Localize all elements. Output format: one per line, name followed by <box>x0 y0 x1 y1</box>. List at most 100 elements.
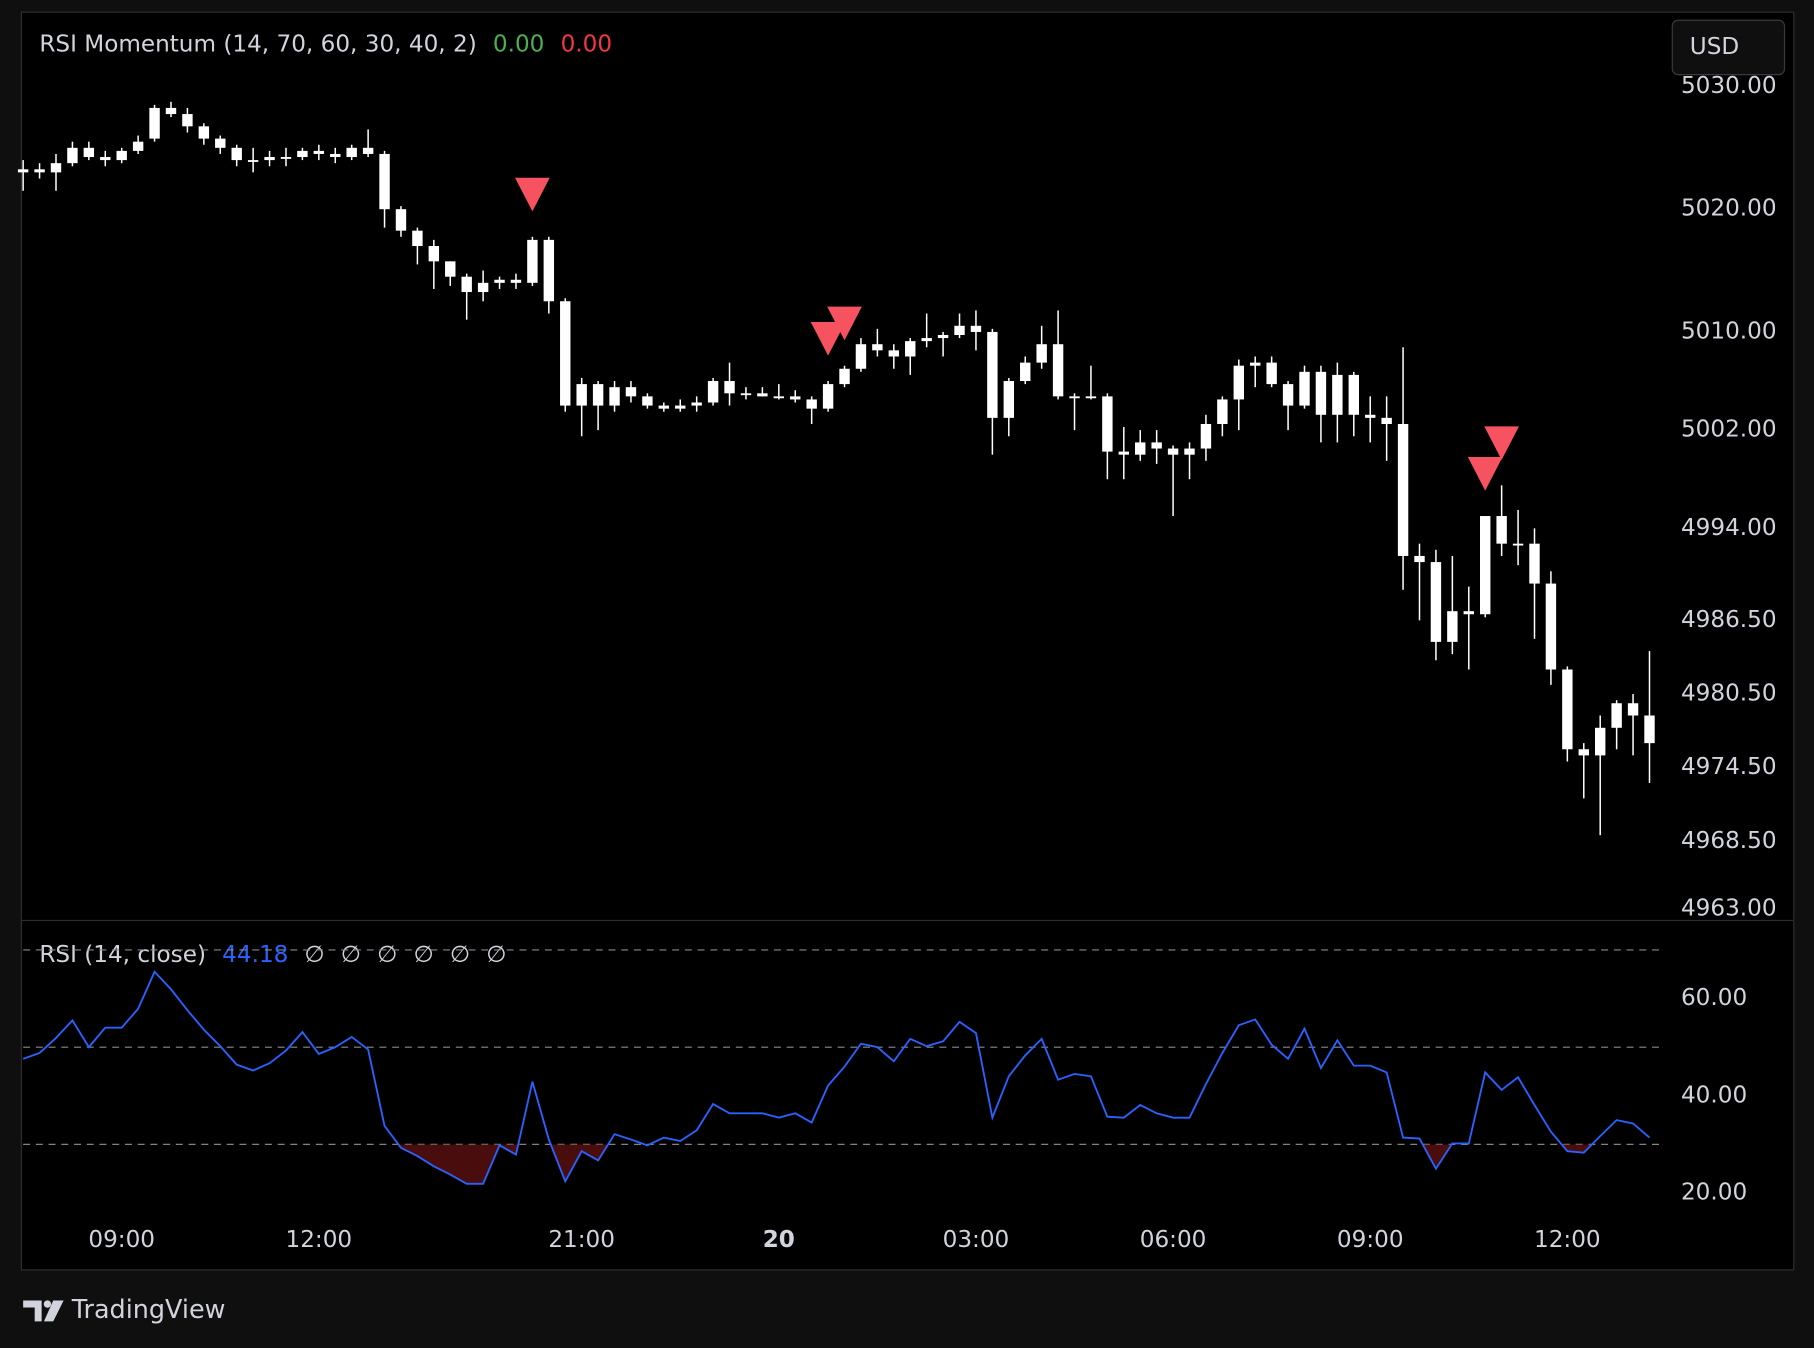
candle-body <box>215 138 226 148</box>
candle-body <box>1644 715 1655 744</box>
candle-body <box>1167 448 1179 455</box>
indicator-title: RSI (14, close) <box>39 942 206 968</box>
candle-body <box>1069 396 1080 399</box>
x-tick-label: 12:00 <box>1534 1227 1601 1253</box>
candle-body <box>1578 749 1589 756</box>
candle-body <box>1315 371 1327 415</box>
candle-body <box>707 381 719 403</box>
candle-body <box>1184 448 1195 455</box>
candle-body <box>1266 362 1277 385</box>
candle-body <box>83 147 95 158</box>
candle-body <box>1282 384 1294 406</box>
sell-signal <box>827 306 862 341</box>
plot-layer: RSI Momentum (14, 70, 60, 30, 40, 2) 0.00… <box>17 32 1777 1253</box>
candle-body <box>806 399 817 409</box>
candle-body <box>264 157 275 161</box>
y-tick-label: 5020.00 <box>1681 196 1777 222</box>
candle-body <box>642 396 653 406</box>
indicator-value: 0.00 <box>493 32 544 58</box>
candle-body <box>970 325 982 332</box>
candle-body <box>165 107 177 115</box>
x-tick-label: 12:00 <box>286 1227 353 1253</box>
x-tick-label: 21:00 <box>548 1227 615 1253</box>
candle-body <box>576 384 587 406</box>
candle-body <box>1381 417 1392 424</box>
indicator-value: ∅ <box>486 942 506 968</box>
candle-body <box>1217 399 1228 424</box>
indicator-value: ∅ <box>377 942 397 968</box>
candle-body <box>1611 703 1622 728</box>
candle-body <box>247 160 259 162</box>
candle-body <box>527 239 538 283</box>
y-tick-label: 5010.00 <box>1681 318 1777 344</box>
candle-body <box>1627 703 1639 716</box>
y-tick-label: 4994.00 <box>1681 515 1777 541</box>
candle-body <box>937 335 949 339</box>
candle-body <box>905 341 916 357</box>
candle-body <box>592 384 604 406</box>
candle-body <box>987 331 998 418</box>
candle-body <box>428 246 440 262</box>
candle-body <box>675 405 686 409</box>
chart-frame <box>20 11 1795 1271</box>
candle-body <box>50 163 62 173</box>
candle-body <box>1562 669 1573 750</box>
y-tick-label: 4974.50 <box>1681 754 1777 780</box>
sell-signal <box>1484 426 1519 460</box>
candle-body <box>888 350 900 357</box>
candle-body <box>1200 423 1212 449</box>
candle-body <box>445 261 456 277</box>
candle-body <box>1085 396 1097 399</box>
candle-body <box>510 279 522 283</box>
candle-body <box>297 150 308 158</box>
candle-body <box>149 107 160 139</box>
x-tick-label: 09:00 <box>1337 1227 1404 1253</box>
candle-body <box>790 396 801 400</box>
candle-body <box>773 396 785 399</box>
candle-body <box>658 405 670 409</box>
candle-body <box>198 126 210 139</box>
candle-body <box>691 402 702 406</box>
candle-body <box>921 338 932 342</box>
currency-button[interactable] <box>1671 19 1786 76</box>
candle-body <box>740 393 752 396</box>
candle-body <box>839 368 850 385</box>
y-tick-label: 20.00 <box>1681 1180 1747 1206</box>
candle-body <box>1496 516 1507 544</box>
candle-body <box>1397 423 1409 556</box>
candle-body <box>872 344 883 351</box>
candle-body <box>412 230 423 247</box>
candle-body <box>1512 543 1524 546</box>
candle-body <box>67 147 78 164</box>
candle-body <box>116 150 127 161</box>
y-tick-label: 5002.00 <box>1681 417 1777 443</box>
candle-body <box>1365 414 1376 418</box>
y-tick-label: 4963.00 <box>1681 895 1777 921</box>
candle-body <box>1118 451 1130 455</box>
indicator-value: ∅ <box>414 942 434 968</box>
candle-body <box>724 381 735 394</box>
x-tick-label: 03:00 <box>943 1227 1010 1253</box>
y-tick-label: 4980.50 <box>1681 681 1777 707</box>
candle-body <box>346 147 357 158</box>
candle-body <box>1003 381 1015 418</box>
candle-body <box>1135 442 1146 455</box>
sell-signal <box>515 177 550 212</box>
candle-body <box>1036 344 1047 363</box>
y-tick-label: 60.00 <box>1681 985 1747 1011</box>
indicator-value: ∅ <box>450 942 470 968</box>
candle-body <box>1332 374 1343 415</box>
candle-body <box>182 114 193 127</box>
candle-body <box>330 153 341 158</box>
indicator-value: ∅ <box>341 942 361 968</box>
candle-body <box>1102 396 1113 452</box>
candle-body <box>313 150 325 154</box>
y-tick-label: 40.00 <box>1681 1082 1747 1108</box>
candle-body <box>855 344 867 369</box>
candle-body <box>1595 727 1606 756</box>
candle-body <box>1480 516 1491 615</box>
y-tick-label: 4968.50 <box>1681 828 1777 854</box>
x-tick-label: 09:00 <box>88 1227 155 1253</box>
candle-body <box>1447 611 1458 642</box>
candle-body <box>461 276 472 293</box>
